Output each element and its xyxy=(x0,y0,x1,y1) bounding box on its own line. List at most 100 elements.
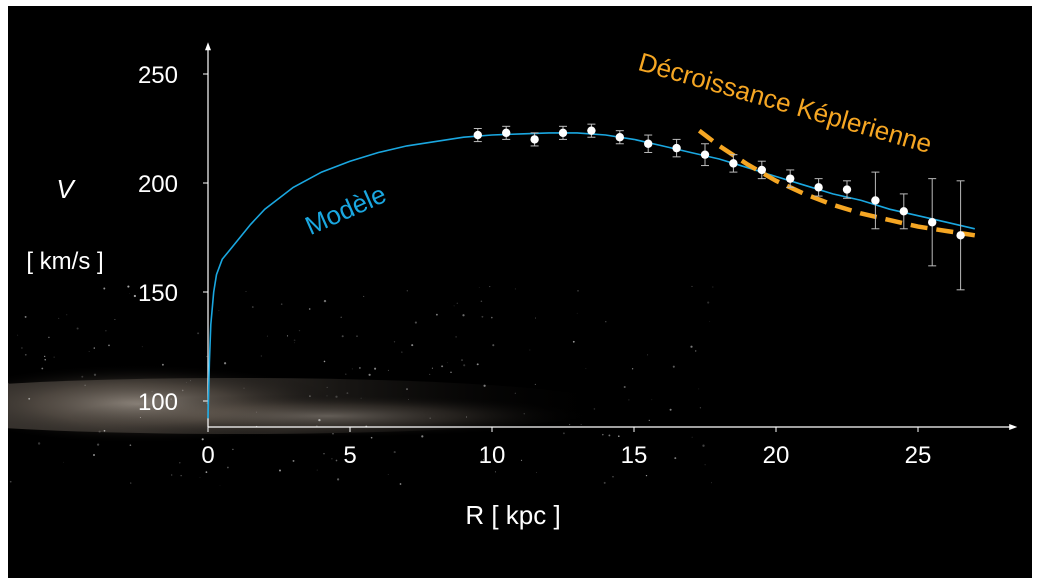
background-star xyxy=(232,448,234,451)
background-star xyxy=(308,308,311,310)
background-star xyxy=(84,384,86,386)
background-star xyxy=(387,369,389,371)
background-star xyxy=(435,313,438,316)
background-star xyxy=(44,355,46,358)
background-star xyxy=(535,317,537,319)
background-star xyxy=(572,340,575,343)
background-star xyxy=(431,367,433,369)
background-star xyxy=(399,483,402,485)
background-star xyxy=(421,435,424,438)
background-star xyxy=(647,354,649,356)
background-star xyxy=(672,365,675,368)
data-point xyxy=(871,196,880,205)
background-star xyxy=(133,294,137,298)
background-star xyxy=(129,293,130,294)
background-star xyxy=(480,300,483,303)
background-star xyxy=(691,285,693,287)
x-tick-label: 25 xyxy=(905,442,932,469)
background-star xyxy=(690,345,693,348)
background-star xyxy=(93,373,97,376)
background-star xyxy=(181,389,184,392)
background-star xyxy=(108,344,110,347)
background-star xyxy=(17,334,19,336)
background-star xyxy=(648,419,650,422)
background-star xyxy=(180,475,182,477)
background-star xyxy=(446,362,448,364)
background-star xyxy=(691,436,693,438)
background-star xyxy=(340,316,342,319)
background-star xyxy=(98,430,101,433)
background-star xyxy=(414,321,417,324)
background-star xyxy=(96,443,100,446)
x-tick-label: 15 xyxy=(621,442,648,469)
background-star xyxy=(190,380,191,382)
background-star xyxy=(323,452,325,455)
background-star xyxy=(323,299,327,303)
background-star xyxy=(453,305,455,307)
x-axis-label: R [ kpc ] xyxy=(465,500,560,530)
background-star xyxy=(514,288,516,290)
background-star xyxy=(374,367,377,370)
background-star xyxy=(534,383,536,385)
background-star xyxy=(76,327,79,330)
background-star xyxy=(520,459,523,462)
background-star xyxy=(151,390,153,393)
data-point xyxy=(757,165,766,175)
background-star xyxy=(130,482,132,484)
background-star xyxy=(576,312,578,314)
background-star xyxy=(712,286,714,288)
background-star xyxy=(44,359,46,361)
background-star xyxy=(53,356,55,358)
background-star xyxy=(612,476,614,478)
background-star xyxy=(480,460,482,462)
background-star xyxy=(492,344,495,347)
background-star xyxy=(129,444,132,447)
background-star xyxy=(529,349,531,351)
data-point xyxy=(928,218,937,227)
background-star xyxy=(294,342,295,344)
data-point xyxy=(700,150,710,159)
background-star xyxy=(114,318,116,321)
background-star xyxy=(293,339,296,342)
data-point xyxy=(473,130,482,140)
background-star xyxy=(243,387,245,389)
background-star xyxy=(337,478,340,481)
background-star xyxy=(562,432,565,435)
background-star xyxy=(698,388,700,390)
background-star xyxy=(628,399,630,401)
background-star xyxy=(256,411,257,413)
background-star xyxy=(170,398,173,400)
background-star xyxy=(105,330,107,332)
background-star xyxy=(481,315,484,318)
y-tick-label: 150 xyxy=(138,280,178,307)
background-star xyxy=(206,402,208,404)
background-star xyxy=(411,344,414,347)
x-axis-arrow xyxy=(1009,424,1018,430)
background-star xyxy=(456,302,458,304)
background-star xyxy=(360,397,362,399)
background-star xyxy=(179,462,181,464)
background-star xyxy=(489,286,491,288)
background-star xyxy=(9,480,12,483)
background-star xyxy=(197,332,200,335)
data-point xyxy=(502,128,511,138)
background-star xyxy=(710,482,713,484)
data-point xyxy=(644,139,653,148)
background-star xyxy=(141,346,143,348)
background-star xyxy=(81,375,84,378)
background-star xyxy=(585,368,587,369)
background-star xyxy=(251,306,254,308)
curves xyxy=(207,128,976,419)
background-star xyxy=(332,433,334,435)
background-star xyxy=(356,335,358,337)
background-star xyxy=(341,335,344,338)
data-point xyxy=(899,207,908,216)
background-star xyxy=(223,362,227,365)
y-tick-label: 250 xyxy=(138,62,178,89)
background-star xyxy=(345,373,347,375)
background-star xyxy=(41,367,44,370)
background-star xyxy=(702,444,705,447)
background-star xyxy=(593,408,596,410)
background-star xyxy=(171,474,173,476)
background-star xyxy=(335,459,338,462)
